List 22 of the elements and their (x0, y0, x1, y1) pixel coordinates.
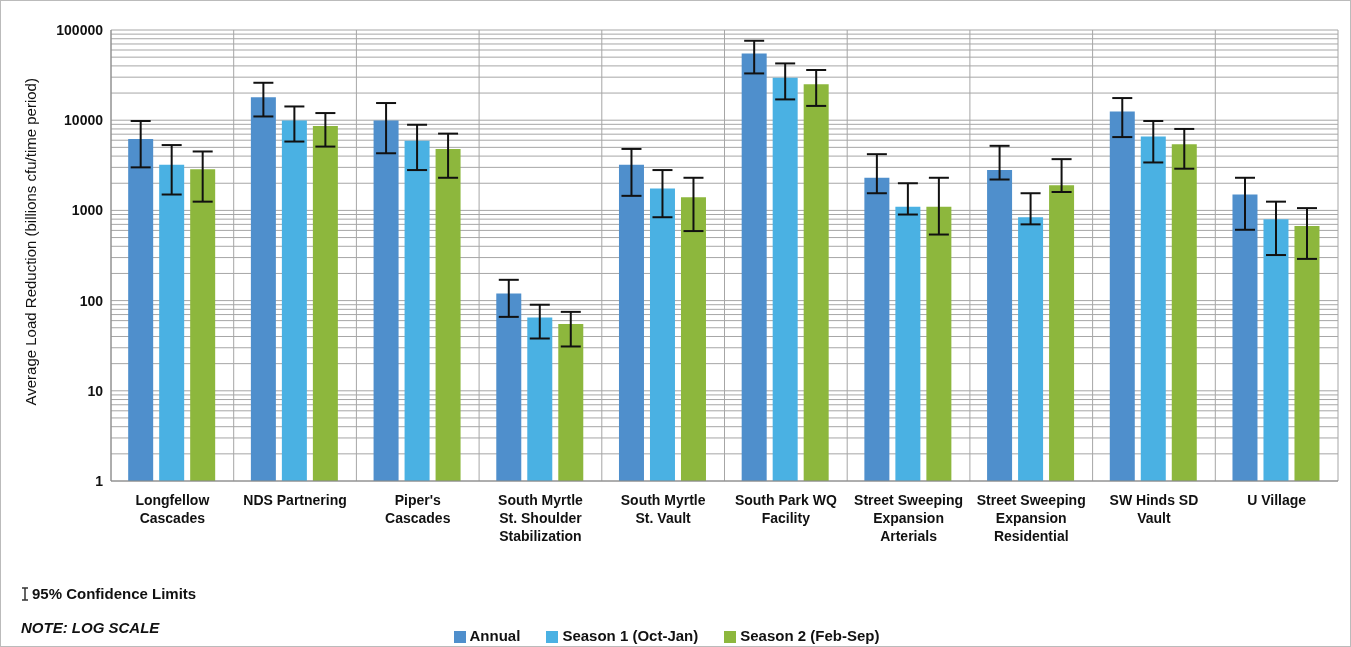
x-tick-label: South Myrtle St. Vault (620, 492, 706, 526)
y-tick-label: 10 (87, 382, 104, 399)
y-tick-label: 100000 (56, 21, 104, 38)
x-tick-label: Piper's Cascades (385, 492, 451, 526)
legend-label: Annual (469, 627, 521, 644)
y-tick-label: 10000 (64, 112, 104, 129)
x-tick-label: Street Sweeping Expansion Residential (976, 492, 1086, 544)
text: 95% Confidence Limits (32, 585, 197, 602)
legend-label: Season 1 (Oct-Jan) (562, 627, 699, 644)
x-tick-label: SW Hinds SD Vault (1109, 492, 1199, 526)
x-tick-label: South Park WQ Facility (734, 492, 837, 526)
y-tick-label: 1 (95, 472, 104, 489)
x-tick-label: Street Sweeping Expansion Arterials (854, 492, 964, 544)
y-tick-label: 1000 (71, 202, 104, 219)
legend-label: Season 2 (Feb-Sep) (740, 627, 880, 644)
y-axis-title: Average Load Reduction (billions cfu/time period) (22, 78, 40, 406)
x-tick-label: NDS Partnering (243, 492, 347, 508)
text: NOTE: LOG SCALE (21, 619, 160, 636)
y-tick-label: 100 (79, 292, 104, 309)
x-tick-label: U Village (1247, 492, 1307, 508)
x-tick-label: South Myrtle St. Shoulder Stabilization (498, 492, 584, 544)
x-tick-label: Longfellow Cascades (135, 492, 210, 526)
